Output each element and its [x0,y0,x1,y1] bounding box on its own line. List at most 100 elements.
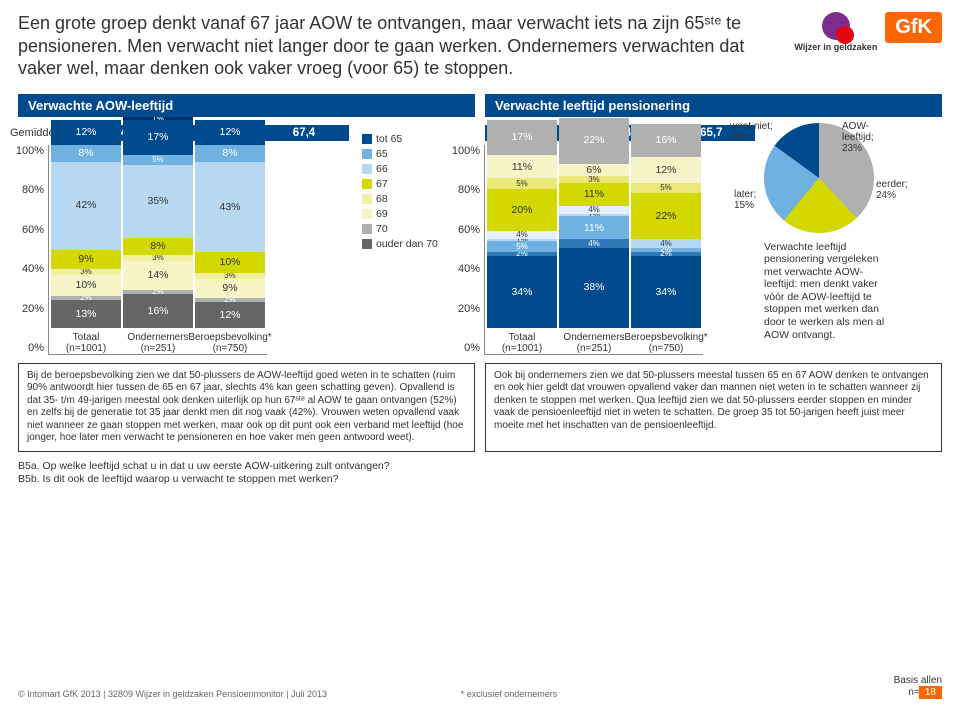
legend-item: 67 [362,178,438,190]
bar-segment: 12% [631,157,701,182]
legend-swatch [362,179,372,189]
stacked-bar: 13%2%10%3%9%42%8%12% [51,118,121,328]
bars-right: 34%2%5%1%4%20%5%11%17%Totaal(n=1001)38%4… [484,145,703,355]
y-tick: 60% [22,224,44,236]
bar-segment: 6% [559,164,629,177]
legend-label: 68 [376,193,388,205]
bar-segment: 4% [487,231,557,239]
wijzer-label: Wijzer in geldzaken [794,42,877,52]
pie-slice-label: eerder;24% [876,179,908,201]
legend-swatch [362,239,372,249]
bar-segment: 17% [487,120,557,156]
bar-segment: 5% [487,241,557,252]
bar-segment: 11% [559,183,629,206]
page-title: Een grote groep denkt vanaf 67 jaar AOW … [18,12,784,80]
pie-column: weet niet;38%AOW-leeftijd;23%eerder;24%l… [760,123,894,342]
legend-left: tot 65 65 66 67 68 69 70 ouder dan 70 [354,123,442,250]
bar-label: Ondernemers(n=251) [563,332,624,354]
logos: Wijzer in geldzaken GfK [784,12,942,80]
bar-segment: 5% [631,183,701,194]
legend-item: tot 65 [362,133,438,145]
bar-segment: 12% [51,120,121,145]
question-b5a: B5a. Op welke leeftijd schat u in dat u … [18,460,942,474]
section-title-left: Verwachte AOW-leeftijd [18,94,475,117]
questions: B5a. Op welke leeftijd schat u in dat u … [0,456,960,491]
stacked-bar: 38%4%11%1%4%11%3%6%22% [559,118,629,328]
bar-segment: 10% [51,275,121,296]
y-axis-left: 100%80%60%40%20%0% [10,145,48,355]
stacked-bar: 16%2%14%3%8%35%5%17%1% [123,118,193,328]
bar-label: Beroepsbevolking*(n=750) [188,332,271,354]
legend-label: ouder dan 70 [376,238,438,250]
bar-column: 34%2%5%1%4%20%5%11%17%Totaal(n=1001) [487,118,557,354]
legend-item: 69 [362,208,438,220]
bar-segment: 11% [559,216,629,239]
y-tick: 0% [28,342,44,354]
legend-item: 65 [362,148,438,160]
y-tick: 40% [458,263,480,275]
bar-segment: 34% [487,256,557,327]
bar-segment: 8% [195,145,265,162]
legend-label: 69 [376,208,388,220]
stacked-bar: 34%2%2%4%22%5%12%16% [631,118,701,328]
legend-swatch [362,149,372,159]
bar-segment: 9% [195,279,265,298]
legend-swatch [362,194,372,204]
y-tick: 80% [22,184,44,196]
bar-column: 12%2%9%3%10%43%8%12%Beroepsbevolking*(n=… [195,118,265,354]
side-note: Verwachte leeftijd pensionering vergelek… [764,241,894,342]
bar-segment: 22% [631,193,701,239]
pie-slice-label: weet niet;38% [730,121,773,143]
legend-swatch [362,224,372,234]
footer-exclusief: * exclusief ondernemers [461,689,558,699]
bar-label: Ondernemers(n=251) [127,332,188,354]
bar-segment: 20% [487,189,557,231]
pie-chart: weet niet;38%AOW-leeftijd;23%eerder;24%l… [764,123,874,233]
y-axis-right: 100%80%60%40%20%0% [446,145,484,355]
legend-swatch [362,134,372,144]
legend-item: 70 [362,223,438,235]
bar-segment: 4% [631,239,701,247]
legend-label: 65 [376,148,388,160]
section-title-right: Verwachte leeftijd pensionering [485,94,942,117]
bar-segment: 11% [487,155,557,178]
bar-segment: 4% [559,206,629,214]
pie-slice-label: later;15% [734,189,756,211]
stacked-bar: 12%2%9%3%10%43%8%12% [195,118,265,328]
bar-segment: 22% [559,118,629,164]
bar-column: 13%2%10%3%9%42%8%12% Totaal(n=1001) [51,118,121,354]
y-tick: 100% [452,145,480,157]
y-tick: 80% [458,184,480,196]
gfk-logo: GfK [885,12,942,43]
bar-column: 34%2%2%4%22%5%12%16%Beroepsbevolking*(n=… [631,118,701,354]
bar-segment: 5% [487,178,557,189]
y-tick: 0% [464,342,480,354]
bar-segment: 5% [123,155,193,165]
average-badge: 67,4 [259,125,349,141]
bar-segment: 12% [195,302,265,327]
legend-swatch [362,209,372,219]
legend-item: 68 [362,193,438,205]
chart-left: Gemiddelde: 67,467,367,4 100%80%60%40%20… [10,123,350,355]
y-tick: 20% [22,303,44,315]
bar-label: Totaal(n=1001) [66,332,106,354]
bar-segment: 17% [123,120,193,155]
bar-segment: 13% [51,300,121,327]
bar-label: Totaal(n=1001) [502,332,542,354]
legend-swatch [362,164,372,174]
page-number: 18 [919,686,942,699]
bar-segment: 14% [123,261,193,290]
bar-segment: 38% [559,248,629,328]
legend-label: 70 [376,223,388,235]
bar-column: 38%4%11%1%4%11%3%6%22%Ondernemers(n=251) [559,118,629,354]
bar-segment: 10% [195,252,265,273]
wijzer-logo: Wijzer in geldzaken [794,12,877,52]
bar-label: Beroepsbevolking*(n=750) [624,332,707,354]
textbox-left: Bij de beroepsbevolking zien we dat 50-p… [18,363,475,452]
legend-item: 66 [362,163,438,175]
y-tick: 100% [16,145,44,157]
bar-segment: 35% [123,165,193,238]
bar-segment: 8% [51,145,121,162]
bar-segment: 43% [195,162,265,252]
legend-label: 67 [376,178,388,190]
